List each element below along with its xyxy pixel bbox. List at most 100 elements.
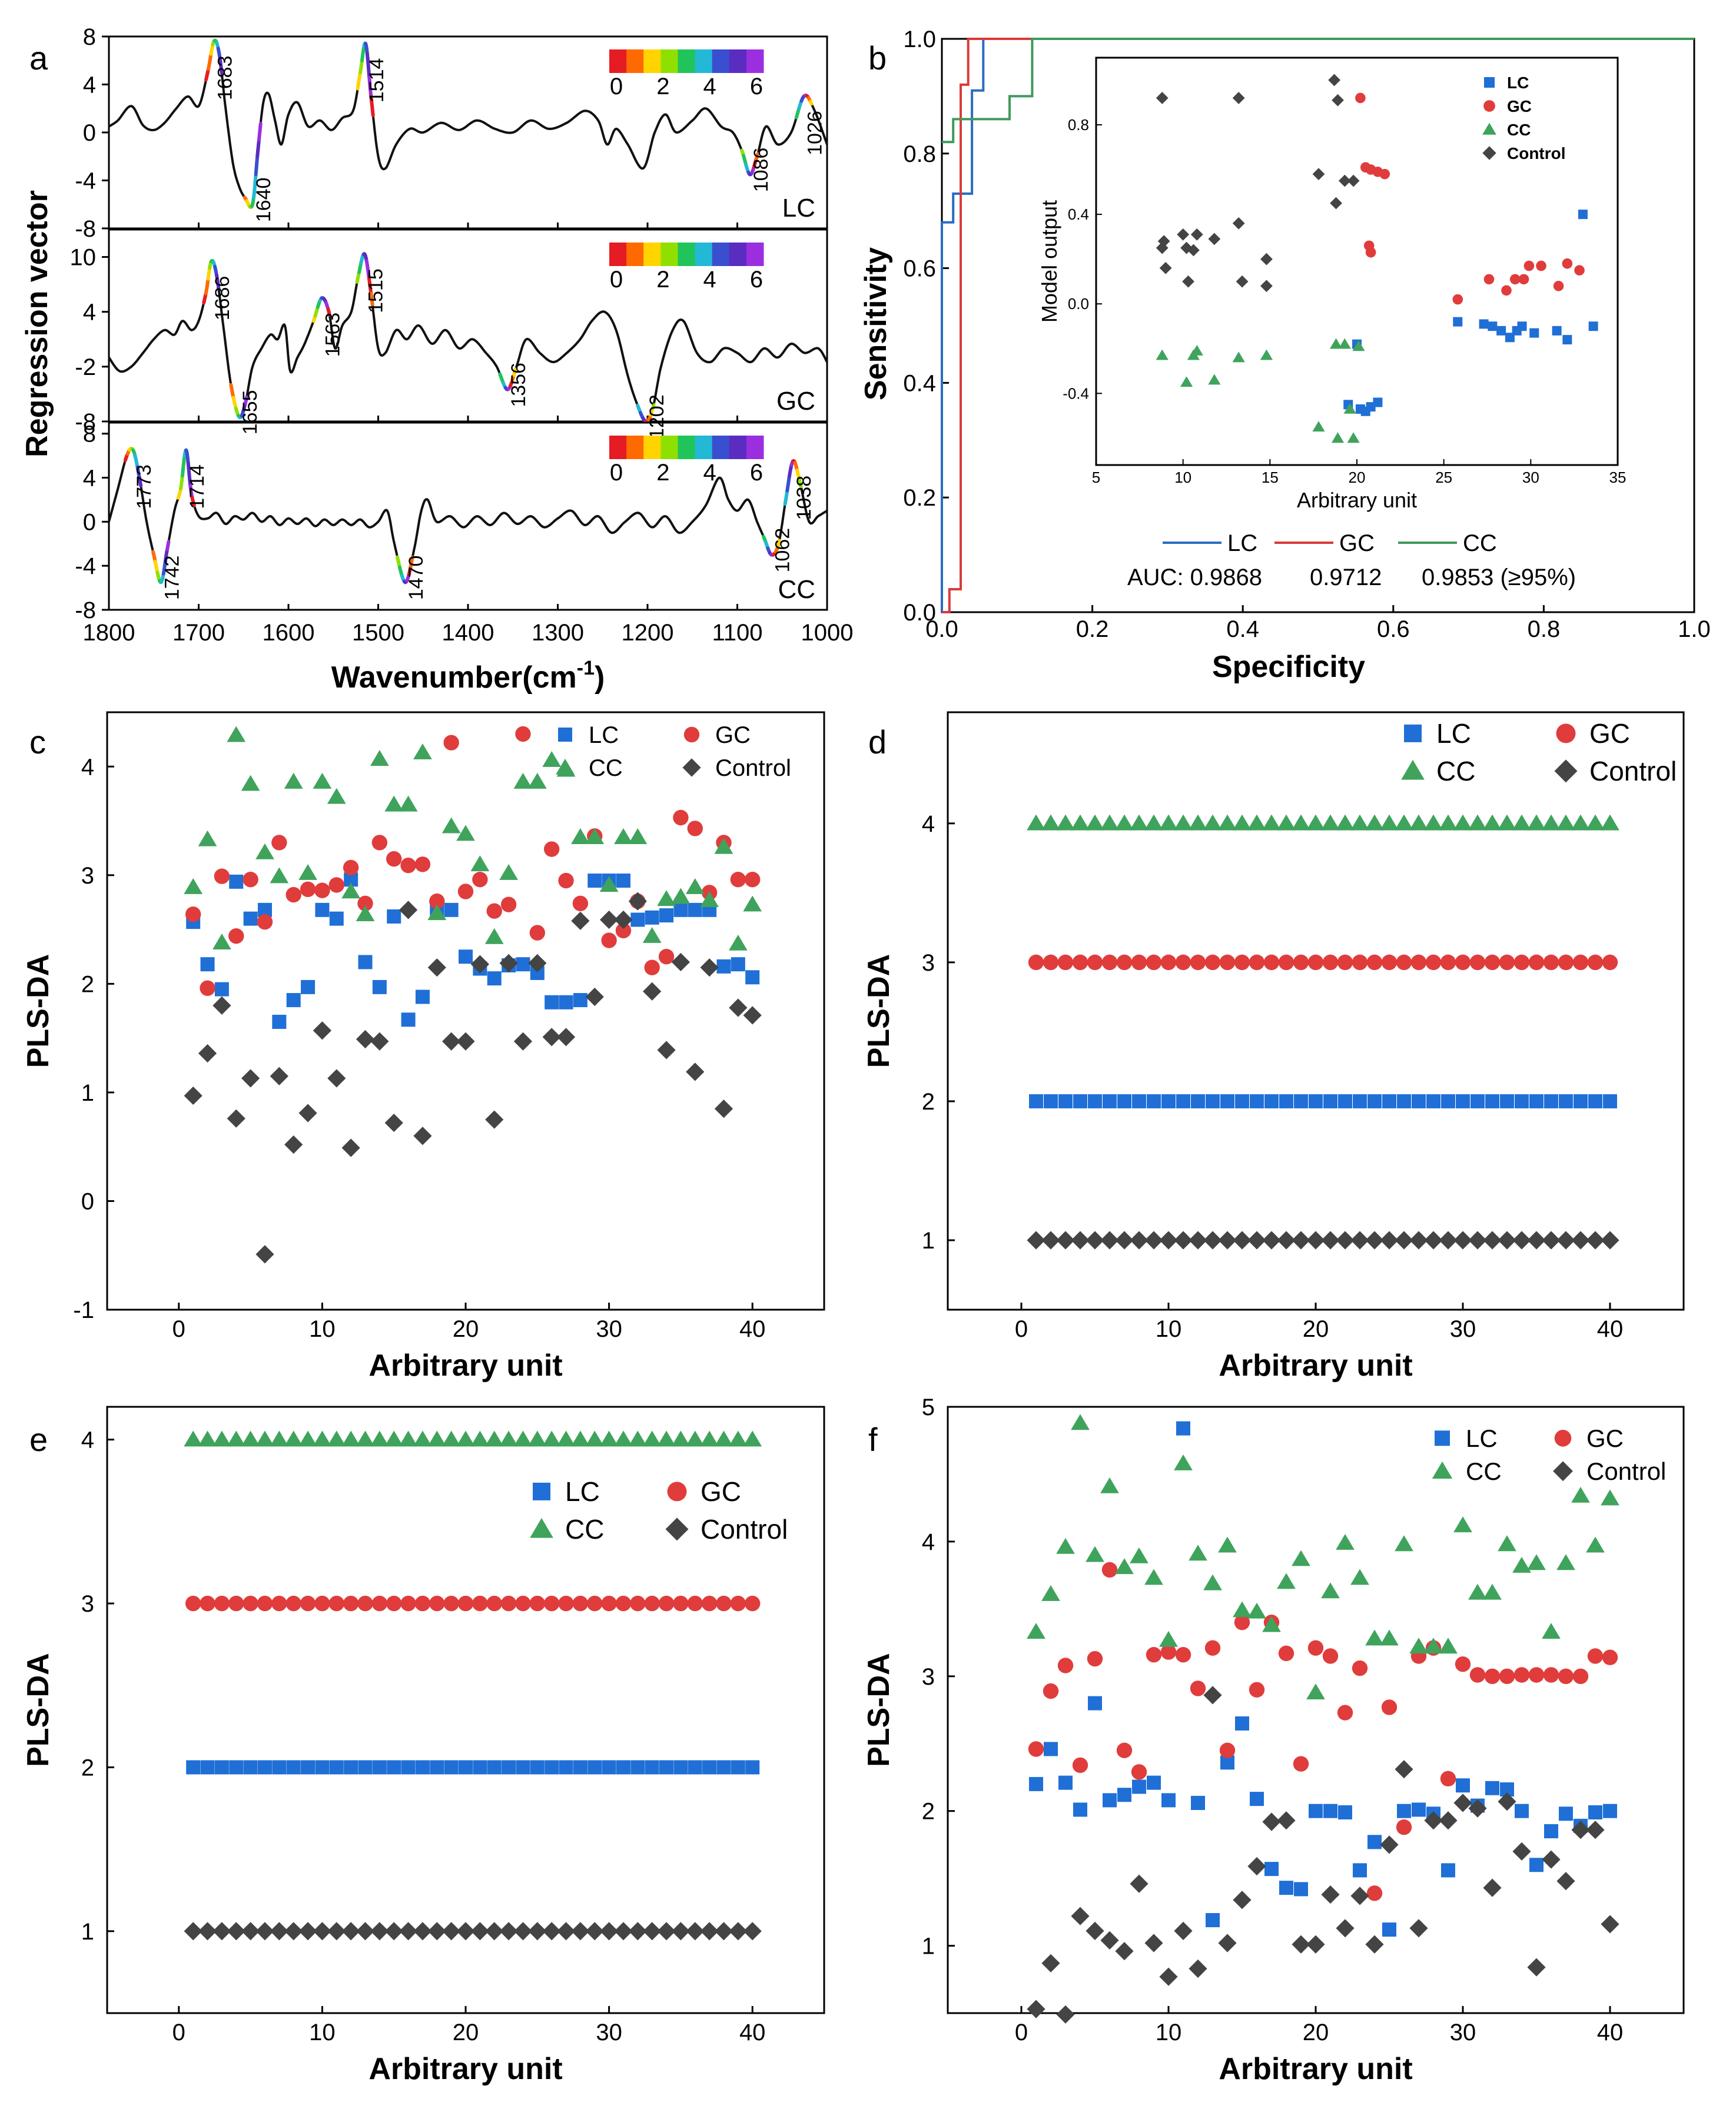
data-point-CC [1027,1623,1045,1639]
peak-highlight [370,297,374,306]
data-point-CC [356,905,375,921]
inset-point-GC [1379,168,1390,180]
subpanel-LC: 8 4 0 -4 -8 1683 1640 1514 1086 1026 0 2 4 6 LC [75,24,828,242]
colorbar-cell [660,436,678,459]
data-point-LC [1132,1779,1146,1794]
data-point-GC [572,1595,589,1612]
inset-point-Control [1232,217,1245,230]
y-axis-label: PLS-DA [862,954,896,1068]
colorbar-cell [712,243,730,266]
x-axis-label-main: Wavenumber(cm [331,660,577,695]
data-point-LC [344,1760,359,1775]
data-point-LC [401,1012,416,1027]
inset-legend-marker-LC [1484,77,1495,88]
data-point-GC [1381,954,1398,971]
inset-point-Control [1232,92,1245,104]
y-tick-label: 1.0 [903,26,936,52]
inset-point-GC [1452,294,1463,305]
colorbar-cell [695,243,713,266]
data-point-CC [270,867,289,884]
data-point-LC [1103,1793,1117,1808]
data-point-CC [470,855,490,872]
data-point-GC [328,877,344,893]
inset-point-CC [1352,340,1365,351]
data-point-CC [1174,1454,1193,1470]
y-tick-label: 1 [922,1934,935,1960]
data-point-CC [1527,814,1546,831]
data-point-GC [200,1595,215,1612]
legend-marker-GC [1554,1430,1572,1447]
data-point-GC [400,1595,416,1612]
inset-y-tick-label: 0.4 [1068,205,1089,223]
data-point-GC [472,1595,488,1612]
x-tick-label: 1700 [172,620,225,646]
data-point-Control [1556,1872,1575,1891]
data-point-CC [1130,1547,1149,1563]
legend-marker-CC [556,758,575,775]
data-point-CC [1056,814,1075,831]
data-point-LC [559,1760,573,1775]
data-point-LC [1161,1094,1176,1108]
data-point-CC [685,878,705,894]
data-point-GC [286,886,301,903]
data-point-LC [1485,1094,1499,1108]
inset-point-Control [1328,74,1341,87]
legend-marker-LC [558,728,572,742]
colorbar-tick: 6 [750,74,763,99]
colorbar-cell [729,243,747,266]
data-point-Control [227,1109,245,1128]
data-point-Control [370,1922,389,1941]
data-point-GC [1543,1667,1559,1683]
y-tick-label: 2 [81,1755,94,1781]
data-point-Control [1100,1231,1119,1250]
inset-point-GC [1509,274,1521,285]
data-point-Control [1439,1231,1458,1250]
data-point-Control [198,1922,217,1941]
legend-marker-Control [665,1517,689,1541]
data-point-LC [1367,1094,1382,1108]
data-point-GC [1587,1648,1604,1664]
data-point-Control [198,1044,217,1063]
data-point-GC [1455,1656,1471,1672]
inset-point-CC [1312,421,1325,432]
data-point-CC [1144,1569,1163,1585]
data-point-CC [1439,1638,1458,1654]
data-point-CC [599,876,619,892]
data-point-GC [214,1595,230,1612]
legend-label-LC: LC [589,722,619,748]
inset-x-tick-label: 15 [1262,469,1279,486]
data-point-Control [528,954,547,972]
data-point-Control [657,1922,676,1941]
inset-legend-label-Control: Control [1507,144,1566,162]
data-point-LC [1191,1795,1205,1810]
data-point-CC [571,1430,590,1447]
colorbar-cell [746,243,764,266]
data-point-CC [1365,1629,1384,1646]
data-point-CC [1277,1573,1296,1589]
data-point-LC [257,1760,272,1775]
colorbar-cell [678,243,696,266]
y-tick-label: -8 [75,216,96,242]
data-point-GC [243,872,258,888]
data-point-LC [286,993,301,1008]
inset-point-GC [1562,258,1573,269]
data-point-LC [272,1014,287,1029]
data-point-GC [443,735,459,751]
data-point-LC [1250,1094,1264,1108]
data-point-LC [1309,1094,1323,1108]
data-point-LC [559,995,573,1009]
data-point-CC [1115,814,1134,831]
data-point-CC [1571,814,1590,831]
data-point-LC [1412,1802,1426,1817]
data-point-Control [700,1922,719,1941]
inset-point-GC [1355,92,1366,104]
y-tick-label: 8 [83,24,96,50]
inset-point-CC [1180,376,1193,387]
panel-letter-c: c [29,723,46,761]
colorbar-tick: 2 [656,267,669,293]
data-point-CC [1556,1554,1575,1570]
data-point-GC [1307,954,1324,971]
data-point-Control [313,1021,331,1040]
data-point-LC [1588,1094,1602,1108]
data-point-Control [1556,1231,1575,1250]
